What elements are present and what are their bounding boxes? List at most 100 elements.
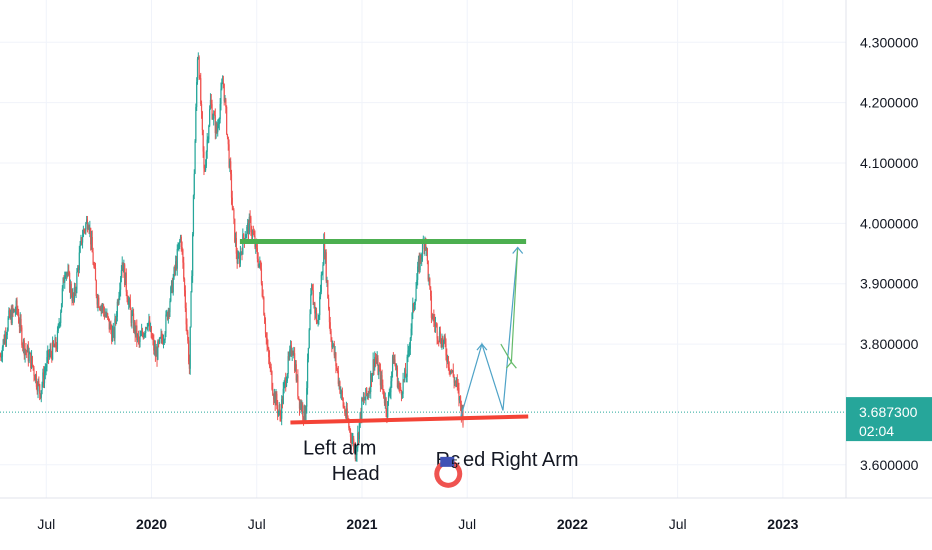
candle-body	[30, 356, 33, 369]
candle-body	[47, 350, 49, 358]
candle-body	[2, 339, 4, 348]
candle-body	[442, 340, 445, 345]
candle-body	[131, 314, 133, 323]
candle-body	[320, 274, 322, 292]
candle-body	[125, 272, 127, 292]
candle-body	[26, 350, 28, 353]
projection-path[interactable]	[460, 247, 519, 417]
candle-body	[303, 405, 305, 420]
candle-body	[404, 369, 407, 378]
candle-body	[329, 322, 331, 332]
candle-body	[404, 369, 406, 380]
candle-body	[111, 330, 113, 342]
candle-body	[184, 290, 186, 309]
candle-body	[38, 381, 40, 385]
pattern-annotation[interactable]: Head	[332, 463, 380, 485]
candle-body	[430, 296, 433, 318]
candle-body	[14, 311, 16, 313]
time-axis[interactable]: Jul 2020 Jul 2021 Jul 2022 Jul 2023	[37, 516, 798, 532]
candle-body	[182, 249, 184, 263]
x-tick-label: 2021	[346, 516, 377, 532]
candle-body	[313, 303, 315, 305]
candle-body	[315, 310, 317, 314]
candle-body	[248, 216, 250, 235]
candle-body	[104, 314, 106, 317]
candle-body	[224, 99, 226, 102]
candle-body	[328, 298, 330, 309]
candle-body	[421, 241, 424, 258]
price-axis[interactable]: 4.300000 4.200000 4.100000 4.000000 3.900000…	[860, 34, 919, 473]
candle-body	[28, 354, 30, 362]
candle-body	[389, 392, 391, 395]
candle-body	[323, 239, 325, 266]
candle-body	[272, 389, 274, 396]
candle-body	[20, 318, 22, 328]
candle-body	[275, 393, 277, 406]
candle-body	[312, 290, 314, 305]
candle-body	[76, 271, 78, 290]
candle-body	[19, 318, 21, 327]
candle-body	[46, 357, 48, 368]
candle-body	[410, 328, 412, 338]
candle-body	[381, 375, 383, 386]
candlestick-series	[0, 52, 464, 462]
candle-body	[429, 278, 431, 287]
y-tick-label: 3.900000	[860, 276, 919, 292]
candle-body	[425, 238, 427, 250]
candle-body	[7, 318, 9, 331]
candle-body	[258, 263, 260, 267]
candle-body	[426, 248, 428, 261]
candle-body	[109, 323, 111, 330]
candle-body	[167, 309, 169, 320]
support-line[interactable]	[290, 414, 529, 425]
candle-body	[277, 405, 279, 414]
candle-body	[195, 107, 197, 142]
candle-body	[302, 416, 305, 420]
candle-body	[398, 383, 400, 387]
candle-body	[8, 310, 10, 319]
candle-body	[417, 259, 420, 267]
candle-body	[241, 251, 243, 255]
candle-body	[133, 322, 135, 331]
pattern-annotation[interactable]: ed Right Arm	[463, 449, 579, 471]
candle-body	[64, 276, 66, 283]
candle-body	[332, 344, 335, 346]
candle-body	[18, 322, 21, 327]
candle-body	[73, 293, 75, 301]
candle-body	[218, 119, 220, 125]
candle-body	[31, 356, 33, 366]
candle-body	[226, 106, 228, 134]
candle-body	[60, 312, 62, 323]
candle-body	[52, 341, 55, 346]
candle-body	[437, 338, 439, 341]
candle-body	[60, 303, 63, 313]
current-price-badge[interactable]	[846, 397, 932, 442]
candle-body	[438, 340, 440, 342]
candle-body	[185, 308, 187, 325]
candle-body	[113, 328, 115, 339]
candle-body	[416, 279, 418, 289]
candle-body	[434, 323, 437, 326]
candle-body	[364, 399, 366, 401]
candle-body	[294, 364, 297, 371]
pattern-annotation[interactable]: Left arm	[303, 438, 376, 460]
candle-body	[213, 113, 216, 116]
flag-badge-icon[interactable]: 5	[434, 456, 463, 488]
candle-body	[238, 256, 240, 258]
candle-body	[66, 273, 68, 275]
candle-body	[295, 364, 297, 381]
candle-body	[442, 338, 444, 345]
candle-body	[261, 283, 263, 297]
candle-body	[382, 385, 384, 390]
x-tick-label: Jul	[37, 516, 55, 532]
candle-body	[150, 326, 152, 338]
candle-body	[120, 277, 122, 290]
candle-body	[168, 309, 170, 313]
candle-body	[166, 312, 169, 320]
candle-body	[178, 242, 180, 249]
candle-body	[128, 301, 130, 305]
candle-body	[214, 115, 216, 134]
candle-body	[35, 374, 37, 381]
candle-body	[287, 356, 289, 374]
